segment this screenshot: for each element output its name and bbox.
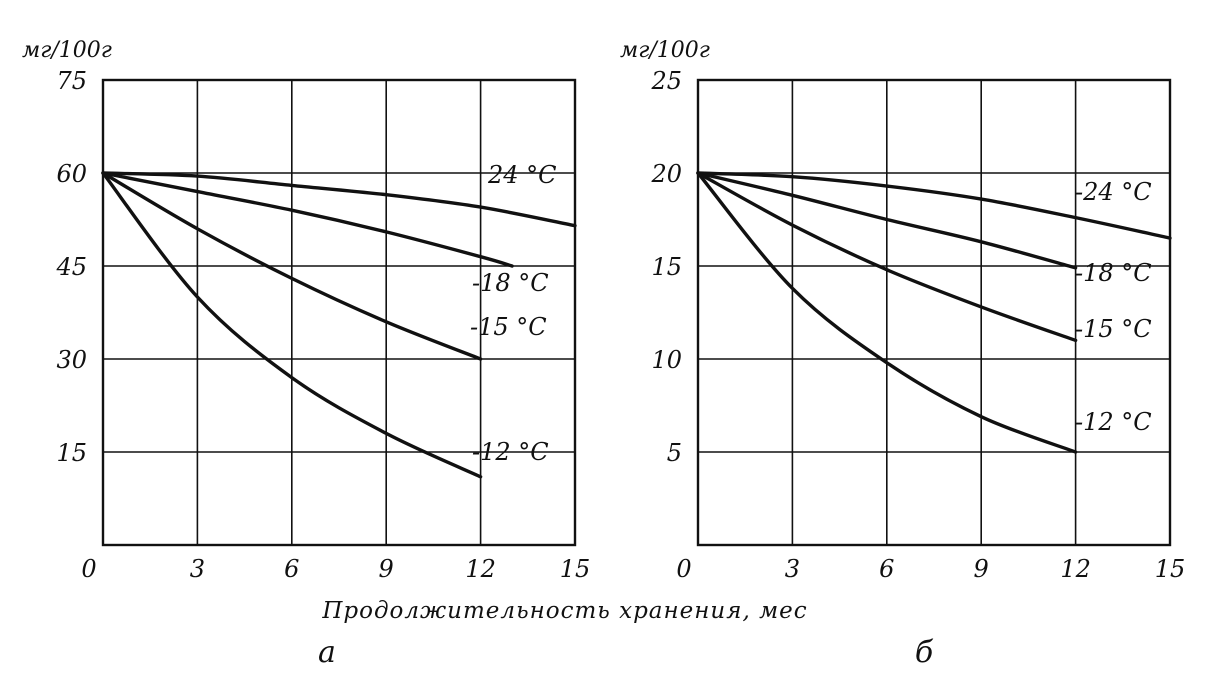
series-line xyxy=(696,171,1078,343)
panel-letter: б xyxy=(915,635,934,670)
y-tick-label: 25 xyxy=(650,67,682,95)
x-tick-label: 12 xyxy=(465,555,496,583)
y-tick-label: 60 xyxy=(56,160,87,188)
plot-frame xyxy=(101,78,577,547)
x-axis-label: Продолжительность хранения, мес xyxy=(321,598,807,624)
series-line xyxy=(696,171,1078,270)
y-axis-unit-label: мг/100г xyxy=(620,38,710,63)
y-tick-label: 20 xyxy=(650,160,682,188)
y-tick-label: 45 xyxy=(55,253,87,281)
series-label: 24 °С xyxy=(487,161,557,189)
y-axis-unit-label: мг/100г xyxy=(22,38,112,63)
plot-frame xyxy=(696,78,1172,547)
series-line xyxy=(101,171,514,268)
x-tick-label: 15 xyxy=(1155,555,1186,583)
y-tick-label: 15 xyxy=(56,439,87,467)
x-tick-label: 9 xyxy=(379,555,394,583)
x-tick-label: 3 xyxy=(190,555,205,583)
series-label: -12 °С xyxy=(472,438,549,466)
x-tick-label: 0 xyxy=(81,555,96,583)
series-label: -18 °С xyxy=(1075,259,1152,287)
series-label: -24 °С xyxy=(1075,178,1152,206)
x-tick-label: 0 xyxy=(676,555,691,583)
series-line xyxy=(101,171,483,361)
x-tick-label: 12 xyxy=(1060,555,1091,583)
y-tick-label: 10 xyxy=(651,346,682,374)
series-label: -15 °С xyxy=(1075,315,1152,343)
chart-panel-b: 0 3 6 9 12 15 5 10 15 20 25 мг/100г б -24 °С -18 °С -15… xyxy=(620,38,1185,670)
series-label: -12 °С xyxy=(1075,408,1152,436)
y-tick-label: 5 xyxy=(667,439,682,467)
series-line xyxy=(101,171,483,479)
y-tick-label: 15 xyxy=(651,253,682,281)
y-tick-label: 75 xyxy=(56,67,87,95)
series-label: -15 °С xyxy=(470,313,547,341)
x-tick-label: 9 xyxy=(974,555,989,583)
panel-letter: а xyxy=(318,635,336,670)
x-tick-label: 15 xyxy=(560,555,591,583)
series-line xyxy=(696,171,1172,240)
x-tick-label: 6 xyxy=(879,555,894,583)
chart-panel-a: 0 3 6 9 12 15 15 30 45 60 75 мг/100г а 24 °С -18 °С -15… xyxy=(22,38,590,670)
series-label: -18 °С xyxy=(472,269,549,297)
series-line xyxy=(101,171,577,228)
x-tick-label: 3 xyxy=(785,555,800,583)
x-tick-label: 6 xyxy=(284,555,299,583)
series-line xyxy=(696,171,1078,454)
y-tick-label: 30 xyxy=(56,346,87,374)
